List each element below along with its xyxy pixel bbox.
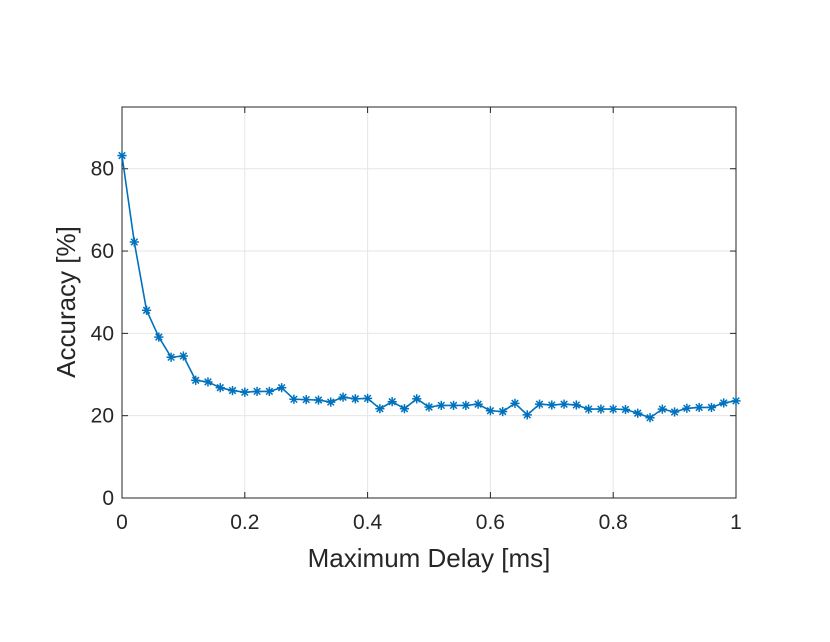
- x-tick-label: 0.6: [476, 511, 505, 534]
- data-point-marker: [301, 395, 311, 405]
- data-point-marker: [412, 394, 422, 404]
- data-point-marker: [461, 400, 471, 410]
- plot-background: [122, 107, 736, 498]
- data-point-marker: [264, 386, 274, 397]
- data-point-marker: [706, 402, 717, 413]
- data-point-marker: [436, 400, 446, 410]
- y-tick-labels: 0 20 40 60 80: [91, 158, 114, 510]
- data-point-marker: [387, 397, 397, 407]
- data-point-marker: [203, 377, 213, 387]
- data-point-marker: [534, 399, 545, 409]
- data-point-marker: [498, 406, 508, 417]
- data-point-marker: [633, 408, 643, 418]
- data-point-marker: [608, 404, 618, 414]
- y-tick-label: 40: [91, 322, 114, 345]
- data-point-marker: [584, 404, 594, 414]
- x-tick-label: 1: [730, 511, 742, 534]
- data-point-marker: [682, 403, 692, 413]
- data-point-marker: [227, 385, 238, 396]
- data-point-marker: [694, 402, 704, 413]
- data-point-marker: [559, 399, 569, 409]
- data-series: [117, 150, 741, 423]
- x-tick-labels: 0 0.2 0.4 0.6 0.8 1: [116, 511, 742, 534]
- data-point-marker: [313, 395, 324, 405]
- data-point-marker: [645, 413, 655, 423]
- data-point-marker: [191, 375, 201, 385]
- y-tick-label: 20: [91, 405, 114, 428]
- data-point-marker: [154, 332, 164, 342]
- data-point-marker: [473, 399, 483, 409]
- data-point-marker: [485, 406, 495, 416]
- data-point-marker: [657, 404, 667, 414]
- data-point-marker: [719, 398, 729, 408]
- data-point-marker: [510, 398, 520, 408]
- x-tick-label: 0: [116, 511, 128, 534]
- data-point-marker: [731, 396, 741, 406]
- data-point-marker: [215, 383, 225, 393]
- data-point-marker: [596, 404, 606, 414]
- data-point-marker: [571, 400, 581, 410]
- data-point-marker: [141, 305, 152, 315]
- data-point-marker: [166, 352, 176, 362]
- x-tick-label: 0.2: [230, 511, 259, 534]
- data-point-marker: [289, 394, 299, 404]
- x-tick-label: 0.4: [353, 511, 383, 534]
- data-point-marker: [670, 407, 680, 417]
- data-point-marker: [326, 397, 336, 407]
- grid-lines: [122, 107, 736, 498]
- y-tick-label: 0: [102, 487, 114, 510]
- data-point-marker: [620, 404, 631, 415]
- data-point-marker: [399, 404, 410, 414]
- data-point-marker: [338, 392, 348, 402]
- data-point-marker: [375, 404, 385, 414]
- data-point-marker: [178, 351, 188, 361]
- data-point-marker: [363, 393, 373, 403]
- data-point-marker: [277, 383, 287, 393]
- y-axis-label: Accuracy [%]: [51, 226, 81, 378]
- y-tick-label: 80: [91, 158, 114, 181]
- data-point-marker: [424, 402, 434, 412]
- x-axis-label: Maximum Delay [ms]: [308, 543, 551, 573]
- data-point-marker: [252, 386, 262, 397]
- data-point-marker: [522, 410, 532, 420]
- data-point-marker: [547, 400, 557, 410]
- y-tick-label: 60: [91, 240, 114, 263]
- data-point-marker: [129, 237, 139, 247]
- x-tick-label: 0.8: [599, 511, 628, 534]
- data-point-marker: [448, 400, 459, 410]
- data-point-marker: [117, 150, 127, 161]
- data-point-marker: [350, 394, 360, 404]
- data-point-marker: [240, 387, 250, 397]
- axes-box: [121, 106, 737, 499]
